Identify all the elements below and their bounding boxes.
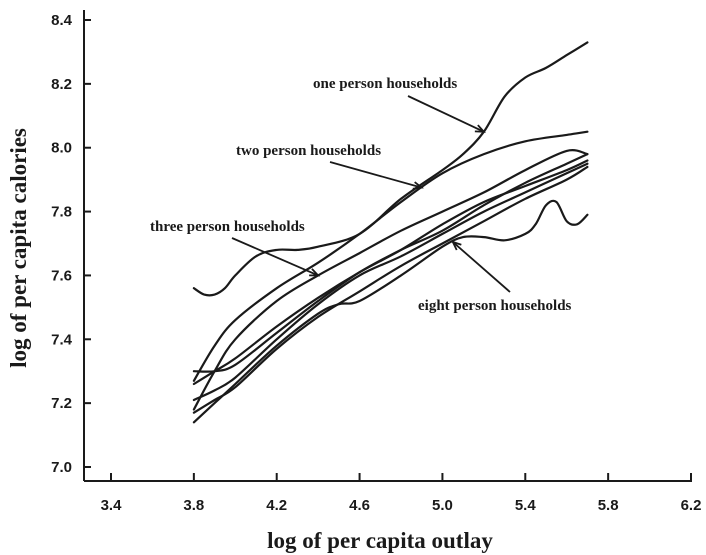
- annotation-arrow: [407, 95, 485, 133]
- y-tick-label: 7.0: [51, 459, 72, 476]
- series-line-2: [192, 130, 589, 382]
- annotation-arrowhead: [309, 268, 321, 277]
- y-tick-label: 7.2: [51, 395, 72, 412]
- series-line-6: [192, 162, 589, 402]
- series-line-8: [192, 199, 589, 424]
- annotation-arrow: [452, 241, 511, 293]
- x-tick-label: 5.4: [515, 497, 537, 514]
- annotation-label: three person households: [150, 219, 305, 235]
- x-tick-label: 4.2: [266, 497, 287, 514]
- y-axis-title: log of per capita calories: [6, 128, 31, 368]
- annotation-arrowhead: [474, 124, 486, 133]
- y-tick-label: 7.4: [51, 331, 73, 348]
- annotation-arrow: [231, 237, 319, 277]
- annotations: one person households two person househol…: [150, 76, 572, 314]
- x-tick-label: 5.0: [432, 497, 453, 514]
- annotation-label: one person households: [313, 76, 457, 92]
- y-tick-label: 7.6: [51, 267, 72, 284]
- x-tick-label: 5.8: [598, 497, 619, 514]
- annotation-arrowhead: [412, 181, 424, 190]
- y-tick-label: 8.2: [51, 76, 72, 93]
- annotation-arrow: [329, 161, 422, 189]
- y-tick-label: 8.4: [51, 12, 73, 29]
- y-tick-label: 8.0: [51, 140, 72, 157]
- series-line-7: [192, 165, 589, 414]
- y-ticks: 7.0 7.2 7.4 7.6 7.8 8.0 8.2 8.4: [51, 12, 91, 476]
- series-line-3: [192, 149, 589, 411]
- series-line-5: [192, 159, 589, 386]
- annotation-arrowhead: [451, 240, 462, 251]
- series-line-4: [192, 153, 589, 373]
- x-tick-label: 3.8: [183, 497, 204, 514]
- annotation-label: eight person households: [418, 298, 572, 314]
- annotation-label: two person households: [236, 143, 381, 159]
- x-tick-label: 6.2: [681, 497, 702, 514]
- series-curves: [192, 41, 589, 424]
- x-axis-title: log of per capita outlay: [267, 528, 493, 553]
- x-tick-label: 3.4: [101, 497, 123, 514]
- y-tick-label: 7.8: [51, 204, 72, 221]
- x-ticks: 3.4 3.8 4.2 4.6 5.0 5.4 5.8 6.2: [101, 473, 702, 514]
- x-tick-label: 4.6: [349, 497, 370, 514]
